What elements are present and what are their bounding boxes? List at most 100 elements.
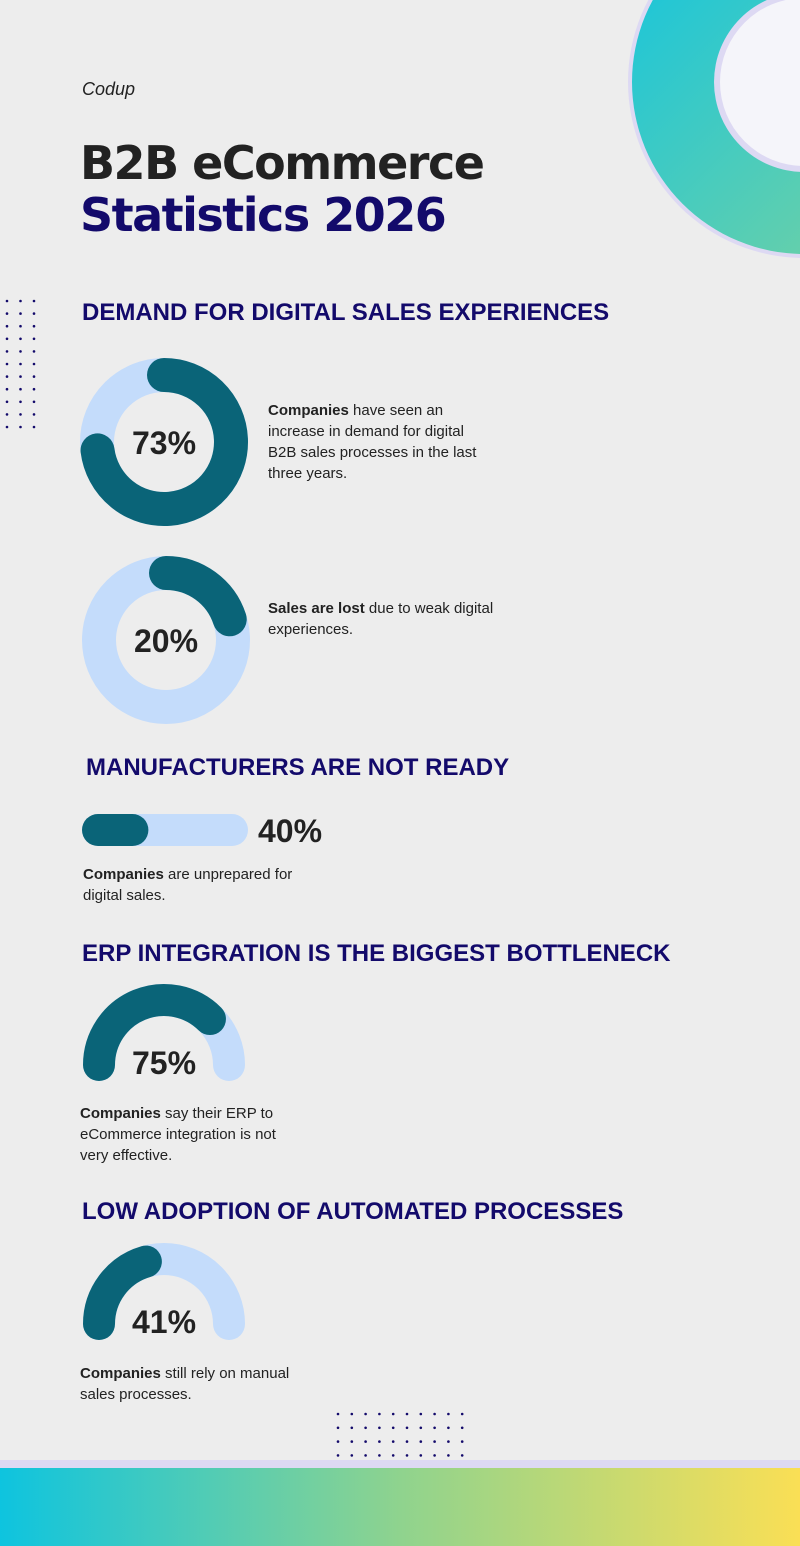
dot (378, 1454, 381, 1457)
dot (19, 375, 22, 378)
dot (5, 337, 9, 341)
dot (391, 1412, 395, 1416)
dot (5, 375, 9, 378)
dot (433, 1454, 436, 1457)
stat-description: Companies have seen an increase in deman… (268, 400, 493, 484)
dot (391, 1454, 395, 1457)
dot (336, 1440, 340, 1443)
dot (350, 1440, 354, 1443)
dot (419, 1412, 423, 1416)
decor-line (0, 1460, 800, 1468)
dot (419, 1440, 423, 1443)
value-label: 75% (132, 1045, 196, 1081)
bar (82, 814, 149, 846)
dot (19, 387, 22, 391)
dot (364, 1426, 367, 1430)
dot (391, 1426, 395, 1430)
gauge-arc (83, 1245, 162, 1340)
dot (5, 425, 9, 429)
value-label: 40% (258, 813, 322, 849)
dot (19, 337, 22, 341)
dot (460, 1440, 464, 1443)
dot (5, 299, 9, 303)
dot (460, 1412, 464, 1416)
dot (5, 362, 9, 366)
value-label: 41% (132, 1304, 196, 1340)
dot (364, 1454, 367, 1457)
dot (5, 400, 9, 404)
dot (19, 324, 22, 328)
dot (405, 1412, 409, 1416)
dot (378, 1440, 381, 1443)
dot (32, 312, 36, 315)
stat-text: still rely on manual sales processes. (80, 1365, 290, 1403)
dot (433, 1412, 436, 1416)
stat-text: say their ERP to eCommerce integration i… (80, 1105, 276, 1164)
dot (433, 1426, 436, 1430)
dot (378, 1426, 381, 1430)
dot (32, 337, 36, 341)
brand: Codup (82, 79, 136, 99)
stat-subject: Companies (80, 1365, 161, 1382)
dot (32, 324, 36, 328)
stat-text: due to weak digital experiences. (268, 600, 494, 638)
dot (336, 1412, 340, 1416)
dot (460, 1426, 464, 1430)
dot (350, 1454, 354, 1457)
dot (447, 1412, 450, 1416)
dot (19, 350, 22, 353)
stat-description: Companies are unprepared for digital sal… (83, 864, 318, 906)
dot (32, 387, 36, 391)
dot (391, 1440, 395, 1443)
dot (350, 1412, 354, 1416)
section-heading: LOW ADOPTION OF AUTOMATED PROCESSES (82, 1198, 624, 1225)
donut-arc (80, 358, 248, 526)
dot (19, 425, 22, 429)
stat-subject: Companies (80, 1105, 161, 1122)
stat-text: have seen an increase in demand for digi… (268, 402, 477, 482)
decor-inner (720, 0, 800, 166)
dot (5, 324, 9, 328)
donut-arc (149, 556, 247, 637)
stats: 73% 20% 40% 75% 41% (80, 358, 322, 1340)
dot (5, 312, 9, 315)
section-heading: ERP INTEGRATION IS THE BIGGEST BOTTLENEC… (82, 940, 671, 967)
section-heading: DEMAND FOR DIGITAL SALES EXPERIENCES (82, 299, 610, 326)
dot (5, 387, 9, 391)
dot (336, 1454, 340, 1457)
stat-subject: Companies (268, 402, 349, 419)
dot (419, 1454, 423, 1457)
stat-description: Sales are lost due to weak digital exper… (268, 598, 508, 640)
dot (5, 350, 9, 353)
dot (405, 1440, 409, 1443)
dot (447, 1426, 450, 1430)
value-label: 73% (132, 425, 196, 461)
dot (32, 400, 36, 404)
dot (32, 362, 36, 366)
section-heading: MANUFACTURERS ARE NOT READY (86, 754, 510, 781)
title-line: Statistics 2026 (80, 188, 447, 242)
dot (405, 1454, 409, 1457)
dot (32, 299, 36, 303)
dot (19, 299, 22, 303)
dot (336, 1426, 340, 1430)
stat-description: Companies still rely on manual sales pro… (80, 1363, 305, 1405)
dot (32, 425, 36, 429)
dot (32, 350, 36, 353)
dot (19, 362, 22, 366)
stat-description: Companies say their ERP to eCommerce int… (80, 1103, 305, 1166)
decor-dots (5, 299, 464, 1457)
dot (447, 1454, 450, 1457)
gauge-arc (83, 984, 226, 1081)
dot (378, 1412, 381, 1416)
dot (5, 413, 9, 416)
dot (32, 413, 36, 416)
dot (433, 1440, 436, 1443)
dot (447, 1440, 450, 1443)
dot (419, 1426, 423, 1430)
value-label: 20% (134, 623, 198, 659)
dot (364, 1412, 367, 1416)
stat-subject: Companies (83, 866, 164, 883)
